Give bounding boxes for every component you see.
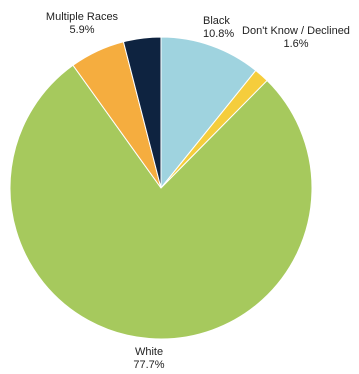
slice-label-white: White (135, 346, 163, 358)
slice-label-dont-know: Don't Know / Declined (242, 25, 350, 37)
pie-slice-black (160, 36, 257, 190)
slice-value-white: 77.7% (133, 359, 164, 371)
slice-value-black: 10.8% (203, 28, 234, 40)
slice-label-black: Black (203, 15, 230, 27)
pie-slice-white (9, 64, 313, 340)
pie-slice-unlabeled (122, 36, 162, 189)
slice-value-multiple-races: 5.9% (69, 24, 94, 36)
slice-label-multiple-races: Multiple Races (46, 11, 119, 23)
slice-value-dont-know: 1.6% (283, 38, 308, 50)
pie-slices (9, 36, 313, 340)
slice-labels: Black 10.8% Don't Know / Declined 1.6% W… (46, 11, 350, 371)
